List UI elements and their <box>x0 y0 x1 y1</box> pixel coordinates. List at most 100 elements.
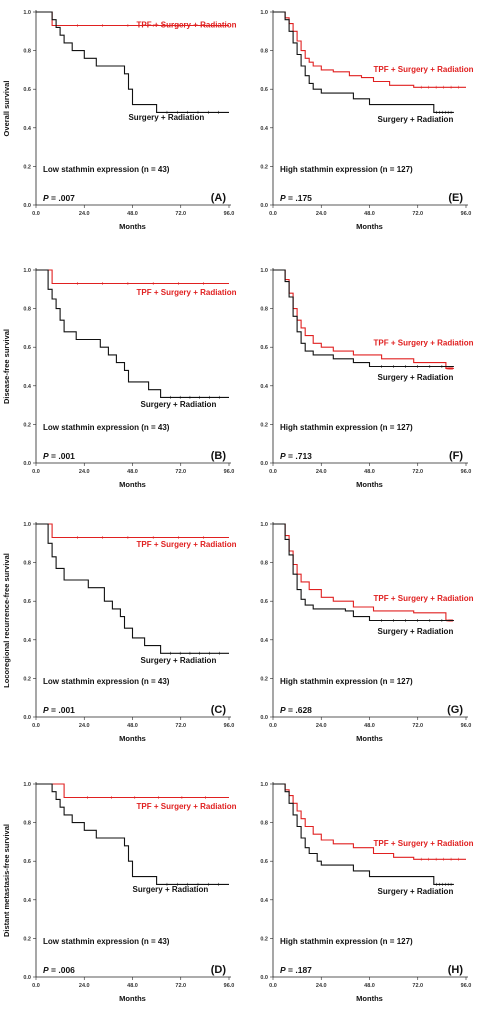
km-panel: 0.0 0.2 0.4 0.6 0.8 1.0 0.0 24.0 48.0 72.0 96.0 Mon… <box>260 10 474 231</box>
y-tick-label: 0.4 <box>23 638 32 644</box>
y-tick-label: 0.4 <box>260 898 269 904</box>
subgroup-note: Low stathmin expression (n = 43) <box>43 165 170 174</box>
y-tick-label: 1.0 <box>260 10 268 16</box>
curve-label: TPF + Surgery + Radiation <box>374 338 474 347</box>
subgroup-note: High stathmin expression (n = 127) <box>280 677 413 686</box>
p-value: P = .001 <box>43 705 75 715</box>
curve-label: TPF + Surgery + Radiation <box>137 20 237 29</box>
p-value-number: = .006 <box>49 965 76 975</box>
x-axis-title: Months <box>356 480 383 489</box>
x-tick-label: 72.0 <box>412 211 423 217</box>
curve-label: TPF + Surgery + Radiation <box>137 540 237 549</box>
panel-letter: (H) <box>448 964 464 976</box>
survival-curve <box>36 523 229 654</box>
subgroup-note: Low stathmin expression (n = 43) <box>43 423 170 432</box>
y-axis-title: Overall survival <box>2 81 11 137</box>
y-tick-label: 0.8 <box>23 821 31 827</box>
survival-curve <box>36 11 229 113</box>
curve-label: Surgery + Radiation <box>378 887 454 896</box>
x-tick-label: 96.0 <box>461 469 472 475</box>
p-value-number: = .713 <box>286 451 313 461</box>
y-tick-label: 0.6 <box>260 345 268 351</box>
y-tick-label: 0.0 <box>260 461 268 467</box>
y-tick-label: 0.6 <box>260 859 268 865</box>
p-value-symbol: P <box>43 965 49 975</box>
x-tick-label: 0.0 <box>269 211 277 217</box>
p-value-number: = .187 <box>286 965 313 975</box>
survival-curve <box>273 269 454 368</box>
y-tick-label: 0.6 <box>23 87 31 93</box>
y-axis-title: Locoregional recurrence-free survival <box>2 553 11 688</box>
y-tick-label: 0.4 <box>23 126 32 132</box>
p-value-symbol: P <box>43 705 49 715</box>
y-tick-label: 0.4 <box>23 898 32 904</box>
x-tick-label: 96.0 <box>224 983 235 989</box>
y-tick-label: 1.0 <box>260 522 268 528</box>
x-tick-label: 0.0 <box>32 723 40 729</box>
subgroup-note: High stathmin expression (n = 127) <box>280 165 413 174</box>
y-tick-label: 1.0 <box>23 10 31 16</box>
x-tick-label: 72.0 <box>412 983 423 989</box>
km-panel: 0.0 0.2 0.4 0.6 0.8 1.0 0.0 24.0 48.0 72.0 96.0 Mon… <box>2 10 237 231</box>
y-tick-label: 0.6 <box>23 599 31 605</box>
x-tick-label: 48.0 <box>364 469 375 475</box>
x-tick-label: 72.0 <box>175 211 186 217</box>
curve-label: Surgery + Radiation <box>141 656 217 665</box>
curve-label: TPF + Surgery + Radiation <box>137 288 237 297</box>
x-tick-label: 72.0 <box>175 469 186 475</box>
p-value-number: = .628 <box>286 705 313 715</box>
y-tick-label: 0.2 <box>260 164 268 170</box>
p-value-symbol: P <box>43 451 49 461</box>
y-tick-label: 0.4 <box>23 384 32 390</box>
x-tick-label: 48.0 <box>127 983 138 989</box>
curve-label: Surgery + Radiation <box>378 627 454 636</box>
p-value-number: = .007 <box>49 193 76 203</box>
x-tick-label: 24.0 <box>79 211 90 217</box>
x-tick-label: 48.0 <box>127 469 138 475</box>
x-tick-label: 96.0 <box>224 211 235 217</box>
x-tick-label: 96.0 <box>224 469 235 475</box>
y-tick-label: 1.0 <box>260 782 268 788</box>
x-tick-label: 24.0 <box>316 469 327 475</box>
x-tick-label: 24.0 <box>79 723 90 729</box>
y-tick-label: 0.8 <box>260 561 268 567</box>
p-value: P = .628 <box>280 705 312 715</box>
y-tick-label: 0.8 <box>23 307 31 313</box>
y-tick-label: 0.2 <box>260 676 268 682</box>
curve-label: Surgery + Radiation <box>378 115 454 124</box>
p-value-number: = .001 <box>49 451 76 461</box>
y-tick-label: 0.2 <box>23 936 31 942</box>
p-value: P = .713 <box>280 451 312 461</box>
panel-letter: (G) <box>447 704 463 716</box>
p-value-symbol: P <box>43 193 49 203</box>
p-value-symbol: P <box>280 965 286 975</box>
y-tick-label: 0.0 <box>23 461 31 467</box>
y-tick-label: 1.0 <box>260 268 268 274</box>
y-tick-label: 0.4 <box>260 126 269 132</box>
p-value-number: = .001 <box>49 705 76 715</box>
y-tick-label: 0.2 <box>260 422 268 428</box>
curve-label: TPF + Surgery + Radiation <box>374 839 474 848</box>
km-panel: 0.0 0.2 0.4 0.6 0.8 1.0 0.0 24.0 48.0 72.0 96.0 Mon… <box>2 782 237 1003</box>
y-tick-label: 0.0 <box>260 203 268 209</box>
survival-curve <box>36 783 229 885</box>
x-tick-label: 0.0 <box>32 469 40 475</box>
p-value-symbol: P <box>280 705 286 715</box>
x-tick-label: 96.0 <box>461 211 472 217</box>
x-tick-label: 96.0 <box>461 723 472 729</box>
y-tick-label: 0.0 <box>23 975 31 981</box>
y-tick-label: 0.0 <box>23 715 31 721</box>
curve-label: TPF + Surgery + Radiation <box>374 65 474 74</box>
y-tick-label: 1.0 <box>23 268 31 274</box>
subgroup-note: High stathmin expression (n = 127) <box>280 423 413 432</box>
y-tick-label: 0.2 <box>23 422 31 428</box>
subgroup-note: High stathmin expression (n = 127) <box>280 937 413 946</box>
p-value: P = .007 <box>43 193 75 203</box>
panel-letter: (A) <box>211 192 227 204</box>
x-tick-label: 24.0 <box>79 983 90 989</box>
y-tick-label: 0.8 <box>260 821 268 827</box>
y-tick-label: 0.8 <box>23 49 31 55</box>
p-value: P = .001 <box>43 451 75 461</box>
x-tick-label: 0.0 <box>269 469 277 475</box>
p-value: P = .175 <box>280 193 312 203</box>
